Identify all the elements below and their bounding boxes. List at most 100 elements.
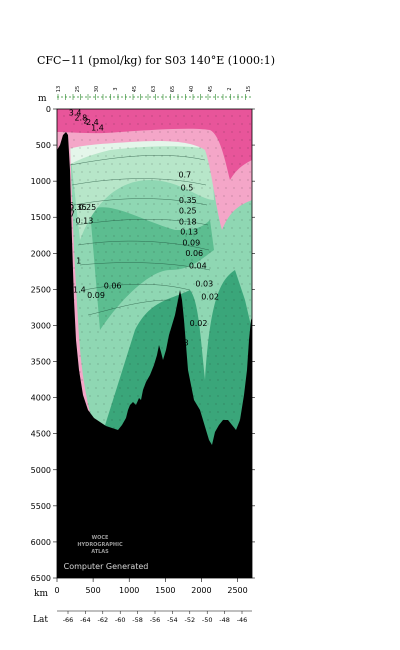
sample-dot [119,163,121,165]
sample-dot [169,251,171,253]
sample-dot [177,155,179,157]
sample-dot [201,267,203,269]
sample-dot [121,155,123,157]
sample-dot [129,187,131,189]
sample-dot [121,171,123,173]
sample-dot [231,115,233,117]
lat-tick-label: -60 [115,616,126,624]
sample-dot [111,115,113,117]
sample-dot [161,123,163,125]
sample-dot [137,235,139,237]
sample-dot [151,163,153,165]
sample-dot [193,331,195,333]
sample-dot [105,155,107,157]
watermark: WOCE HYDROGRAPHIC ATLAS Computer Generat… [64,535,149,571]
sample-dot [143,227,145,229]
sample-dot [185,139,187,141]
sample-dot [145,283,147,285]
sample-dot [225,139,227,141]
sample-dot [191,339,193,341]
chart-title: CFC−11 (pmol/kg) for S03 140°E (1000:1) [37,54,275,67]
sample-dot [127,307,129,309]
sample-dot [159,147,161,149]
sample-dot [215,291,217,293]
sample-dot [185,283,187,285]
sample-dot [217,411,219,413]
sample-dot [143,115,145,117]
sample-dot [159,291,161,293]
lat-tick-label: -46 [237,616,248,624]
sample-dot [79,371,81,373]
sample-dot [135,147,137,149]
sample-dot [89,411,91,413]
sample-dot [239,211,241,213]
sample-dot [233,235,235,237]
sample-dot [121,251,123,253]
sample-dot [225,395,227,397]
sample-dot [209,379,211,381]
contour-label: 0.7 [62,210,75,219]
band-low [90,207,214,330]
sample-dot [209,187,211,189]
sample-dot [167,115,169,117]
lat-tick-label: -64 [80,616,91,624]
sample-dot [169,203,171,205]
sample-dot [169,139,171,141]
sample-dot [87,243,89,245]
sample-dot [199,131,201,133]
sample-dot [129,299,131,301]
sample-dot [81,331,83,333]
sample-dot [167,163,169,165]
sample-dot [127,371,129,373]
sample-dot [241,155,243,157]
sample-dot [103,163,105,165]
sample-dot [95,115,97,117]
sample-dot [161,139,163,141]
sample-dot [233,411,235,413]
sample-dot [87,387,89,389]
sample-dot [111,195,113,197]
sample-dot [81,283,83,285]
sample-dot [127,147,129,149]
sample-dot [105,123,107,125]
sample-dot [247,291,249,293]
sample-dot [95,275,97,277]
sample-dot [175,147,177,149]
sample-dot [233,331,235,333]
sample-dot [113,235,115,237]
sample-dot [81,203,83,205]
sample-dot [217,299,219,301]
sample-dot [103,227,105,229]
sample-dot [233,299,235,301]
sample-dot [191,227,193,229]
sample-dot [217,251,219,253]
sample-dot [87,355,89,357]
sample-dot [145,235,147,237]
sample-dot [199,291,201,293]
sample-dot [207,115,209,117]
sample-dot [185,315,187,317]
sample-dot [95,403,97,405]
sample-dot [207,275,209,277]
sample-dot [169,123,171,125]
sample-dot [129,139,131,141]
sample-dot [71,179,73,181]
sample-dot [225,171,227,173]
sample-dot [225,155,227,157]
sample-dot [183,211,185,213]
sample-dot [143,275,145,277]
sample-dot [241,171,243,173]
sample-dot [191,371,193,373]
sample-dot [249,283,251,285]
lat-tick-label: -62 [97,616,108,624]
contour-label: 0.25 [179,207,197,216]
sample-dot [217,187,219,189]
contour-label: 0.04 [189,261,207,270]
sample-dot [177,203,179,205]
sample-dot [73,155,75,157]
sample-dot [241,251,243,253]
sample-dot [159,307,161,309]
sample-dot [183,275,185,277]
sample-dot [191,387,193,389]
sample-dot [239,115,241,117]
